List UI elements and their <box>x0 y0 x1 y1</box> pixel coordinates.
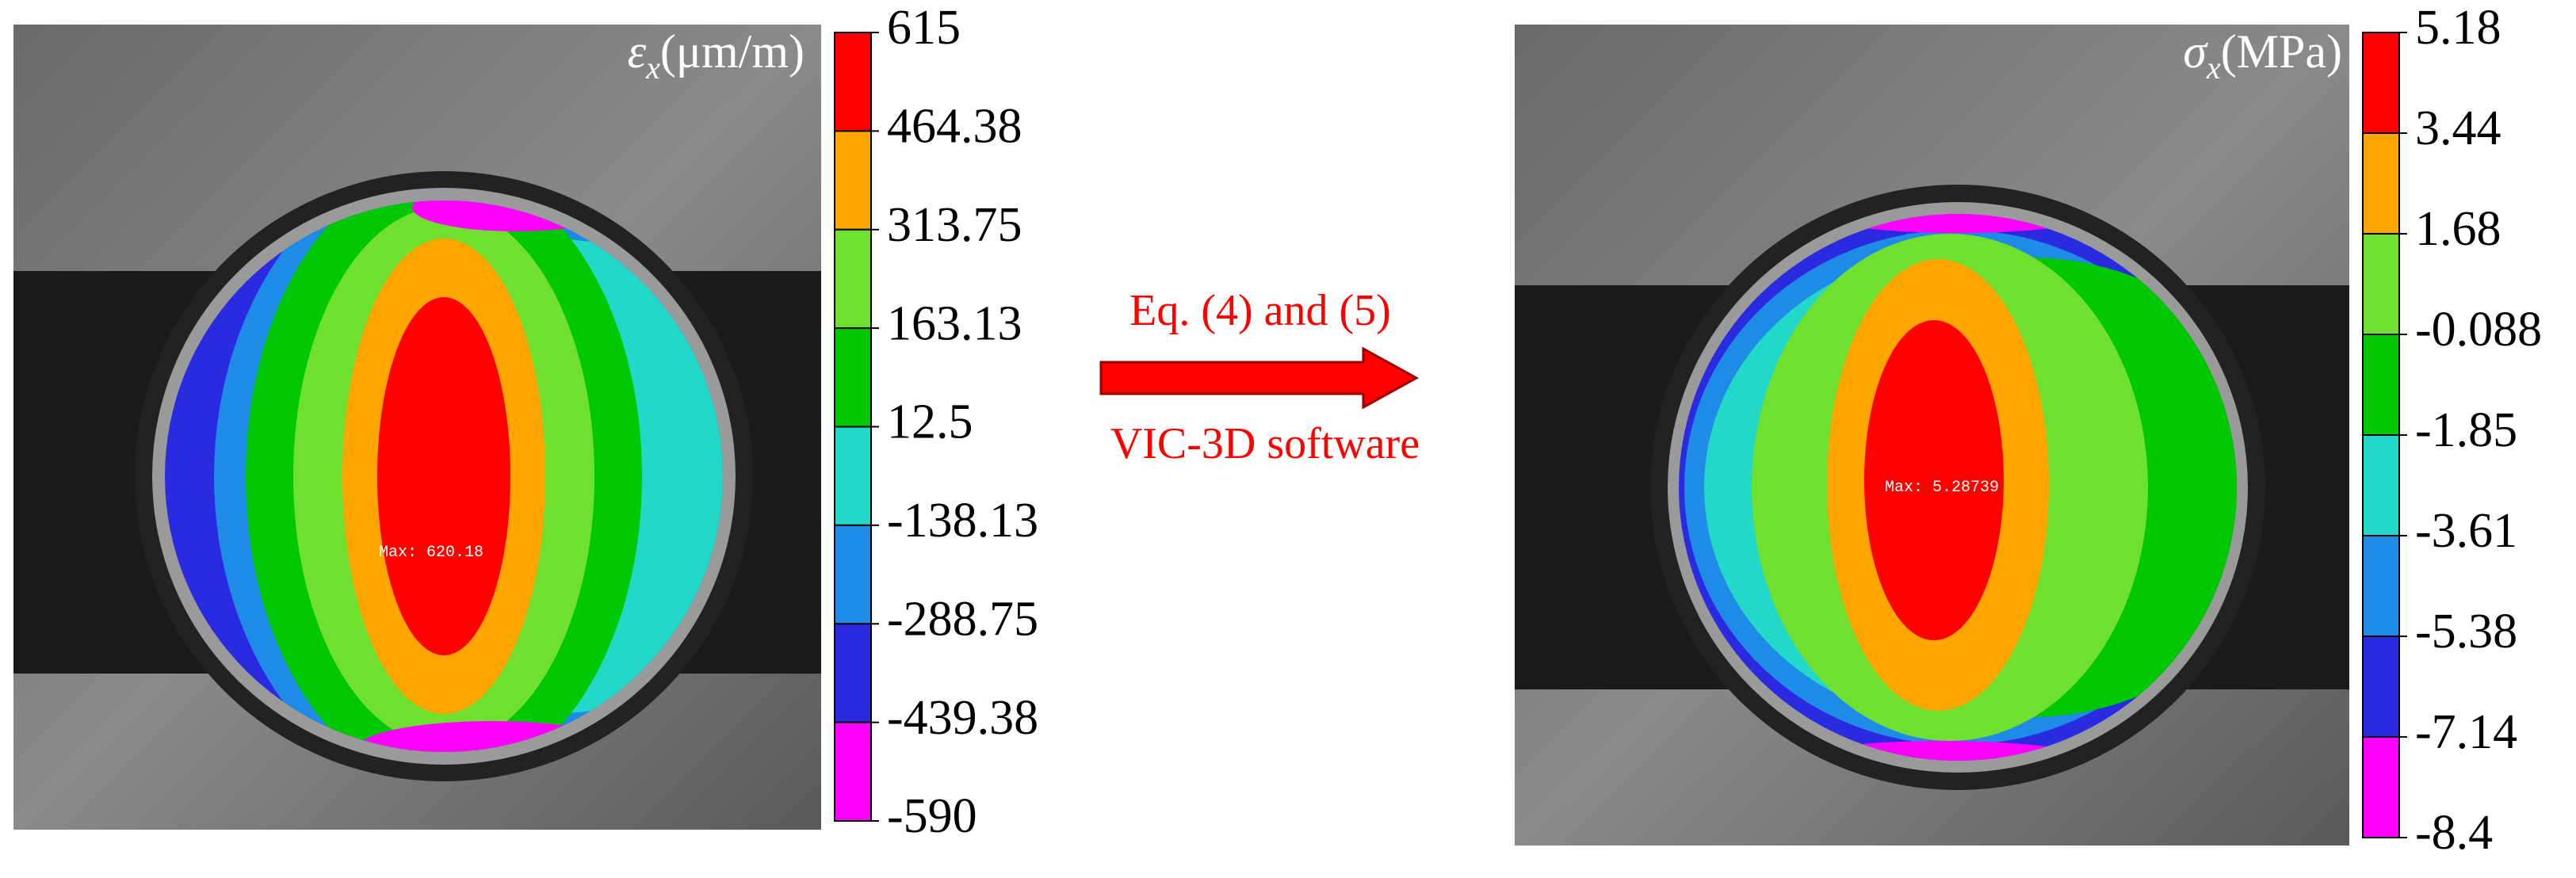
colorbar-band <box>834 623 872 723</box>
arrow-bottom-text: VIC-3D software <box>1110 419 1420 468</box>
max-label: Max: 620.18 <box>379 544 483 562</box>
arrow-top-text: Eq. (4) and (5) <box>1129 286 1391 335</box>
right-colorbar: 5.18 3.44 1.68 -0.088 -1.85 -3.61 -5.38 -7.14 -8… <box>2362 1 2542 860</box>
colorbar-tick-label: -1.85 <box>2415 403 2517 457</box>
unit: (μm/m) <box>660 25 805 78</box>
left-photo <box>13 25 821 830</box>
colorbar-tick-label: -3.61 <box>2415 504 2517 558</box>
colorbar-band <box>2362 434 2400 536</box>
colorbar-band <box>2362 32 2400 134</box>
colorbar-tick-label: 615 <box>887 1 961 55</box>
colorbar-band <box>2362 636 2400 738</box>
colorbar-band <box>834 721 872 822</box>
colorbar-tick-label: -439.38 <box>887 691 1038 745</box>
colorbar-tick-label: 313.75 <box>887 198 1022 252</box>
symbol: ε <box>627 25 646 78</box>
colorbar-band <box>2362 535 2400 637</box>
colorbar-tick-label: -5.38 <box>2415 605 2517 658</box>
colorbar-band <box>834 426 872 526</box>
colorbar-tick-label: -138.13 <box>887 494 1038 548</box>
colorbar-tick-label: 5.18 <box>2415 1 2501 55</box>
right-contours <box>1679 214 2237 761</box>
colorbar-band <box>834 130 872 231</box>
subscript: x <box>645 50 660 86</box>
colorbar-band <box>834 228 872 330</box>
left-colorbar: 615 464.38 313.75 163.13 12.5 -138.13 -288.75 -… <box>834 1 1038 843</box>
colorbar-tick-label: -8.4 <box>2415 806 2493 860</box>
colorbar-tick-label: 1.68 <box>2415 202 2501 256</box>
right-photo <box>1515 25 2349 846</box>
arrow <box>1099 346 1420 410</box>
colorbar-tick-label: -0.088 <box>2415 303 2542 357</box>
colorbar-tick-label: -288.75 <box>887 592 1038 646</box>
colorbar-tick-label: 12.5 <box>887 395 973 449</box>
colorbar-band <box>2362 736 2400 838</box>
left-contours <box>165 200 723 752</box>
quantity-label: εx(μm/m) <box>627 25 805 86</box>
colorbar-band <box>834 327 872 428</box>
symbol: σ <box>2183 25 2208 78</box>
colorbar-tick-label: 163.13 <box>887 296 1022 350</box>
colorbar-band <box>2362 233 2400 335</box>
colorbar-tick-label: 3.44 <box>2415 101 2501 155</box>
colorbar-tick-label: -590 <box>887 789 977 843</box>
colorbar-tick-label: 464.38 <box>887 100 1022 154</box>
colorbar-band <box>2362 132 2400 235</box>
colorbar-tick-label: -7.14 <box>2415 705 2517 759</box>
unit: (MPa) <box>2221 25 2342 78</box>
colorbar-band <box>834 32 872 132</box>
quantity-label: σx(MPa) <box>2183 25 2342 86</box>
colorbar-band <box>834 524 872 625</box>
subscript: x <box>2206 50 2221 86</box>
colorbar-band <box>2362 334 2400 436</box>
max-label: Max: 5.28739 <box>1885 479 1999 497</box>
